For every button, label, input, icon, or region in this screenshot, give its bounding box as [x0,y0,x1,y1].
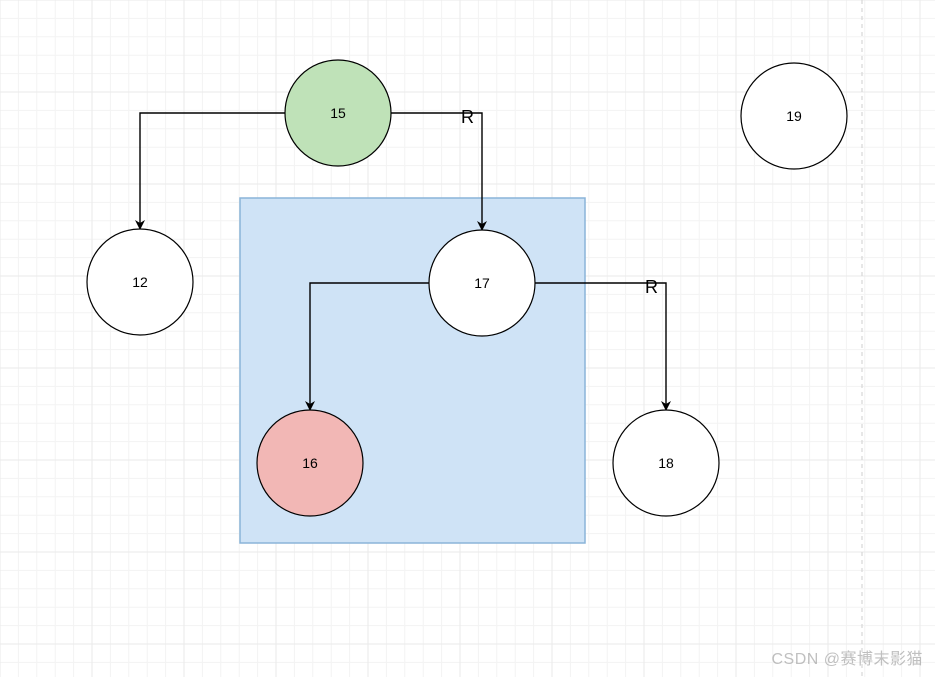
node-n17[interactable]: 17 [429,230,535,336]
node-n19[interactable]: 19 [741,63,847,169]
edge-label-e17-18: R [645,277,658,297]
node-label-n15: 15 [330,105,346,121]
node-n18[interactable]: 18 [613,410,719,516]
node-n12[interactable]: 12 [87,229,193,335]
node-n16[interactable]: 16 [257,410,363,516]
diagram-svg: R R 15 19 12 17 16 18 [0,0,935,677]
node-label-n16: 16 [302,455,318,471]
diagram-canvas: RR 151912171618 CSDN @赛博末影猫 [0,0,935,677]
edge-label-e15-17: R [461,107,474,127]
node-n15[interactable]: 15 [285,60,391,166]
node-label-n19: 19 [786,108,802,124]
node-label-n17: 17 [474,275,490,291]
node-label-n12: 12 [132,274,148,290]
node-label-n18: 18 [658,455,674,471]
